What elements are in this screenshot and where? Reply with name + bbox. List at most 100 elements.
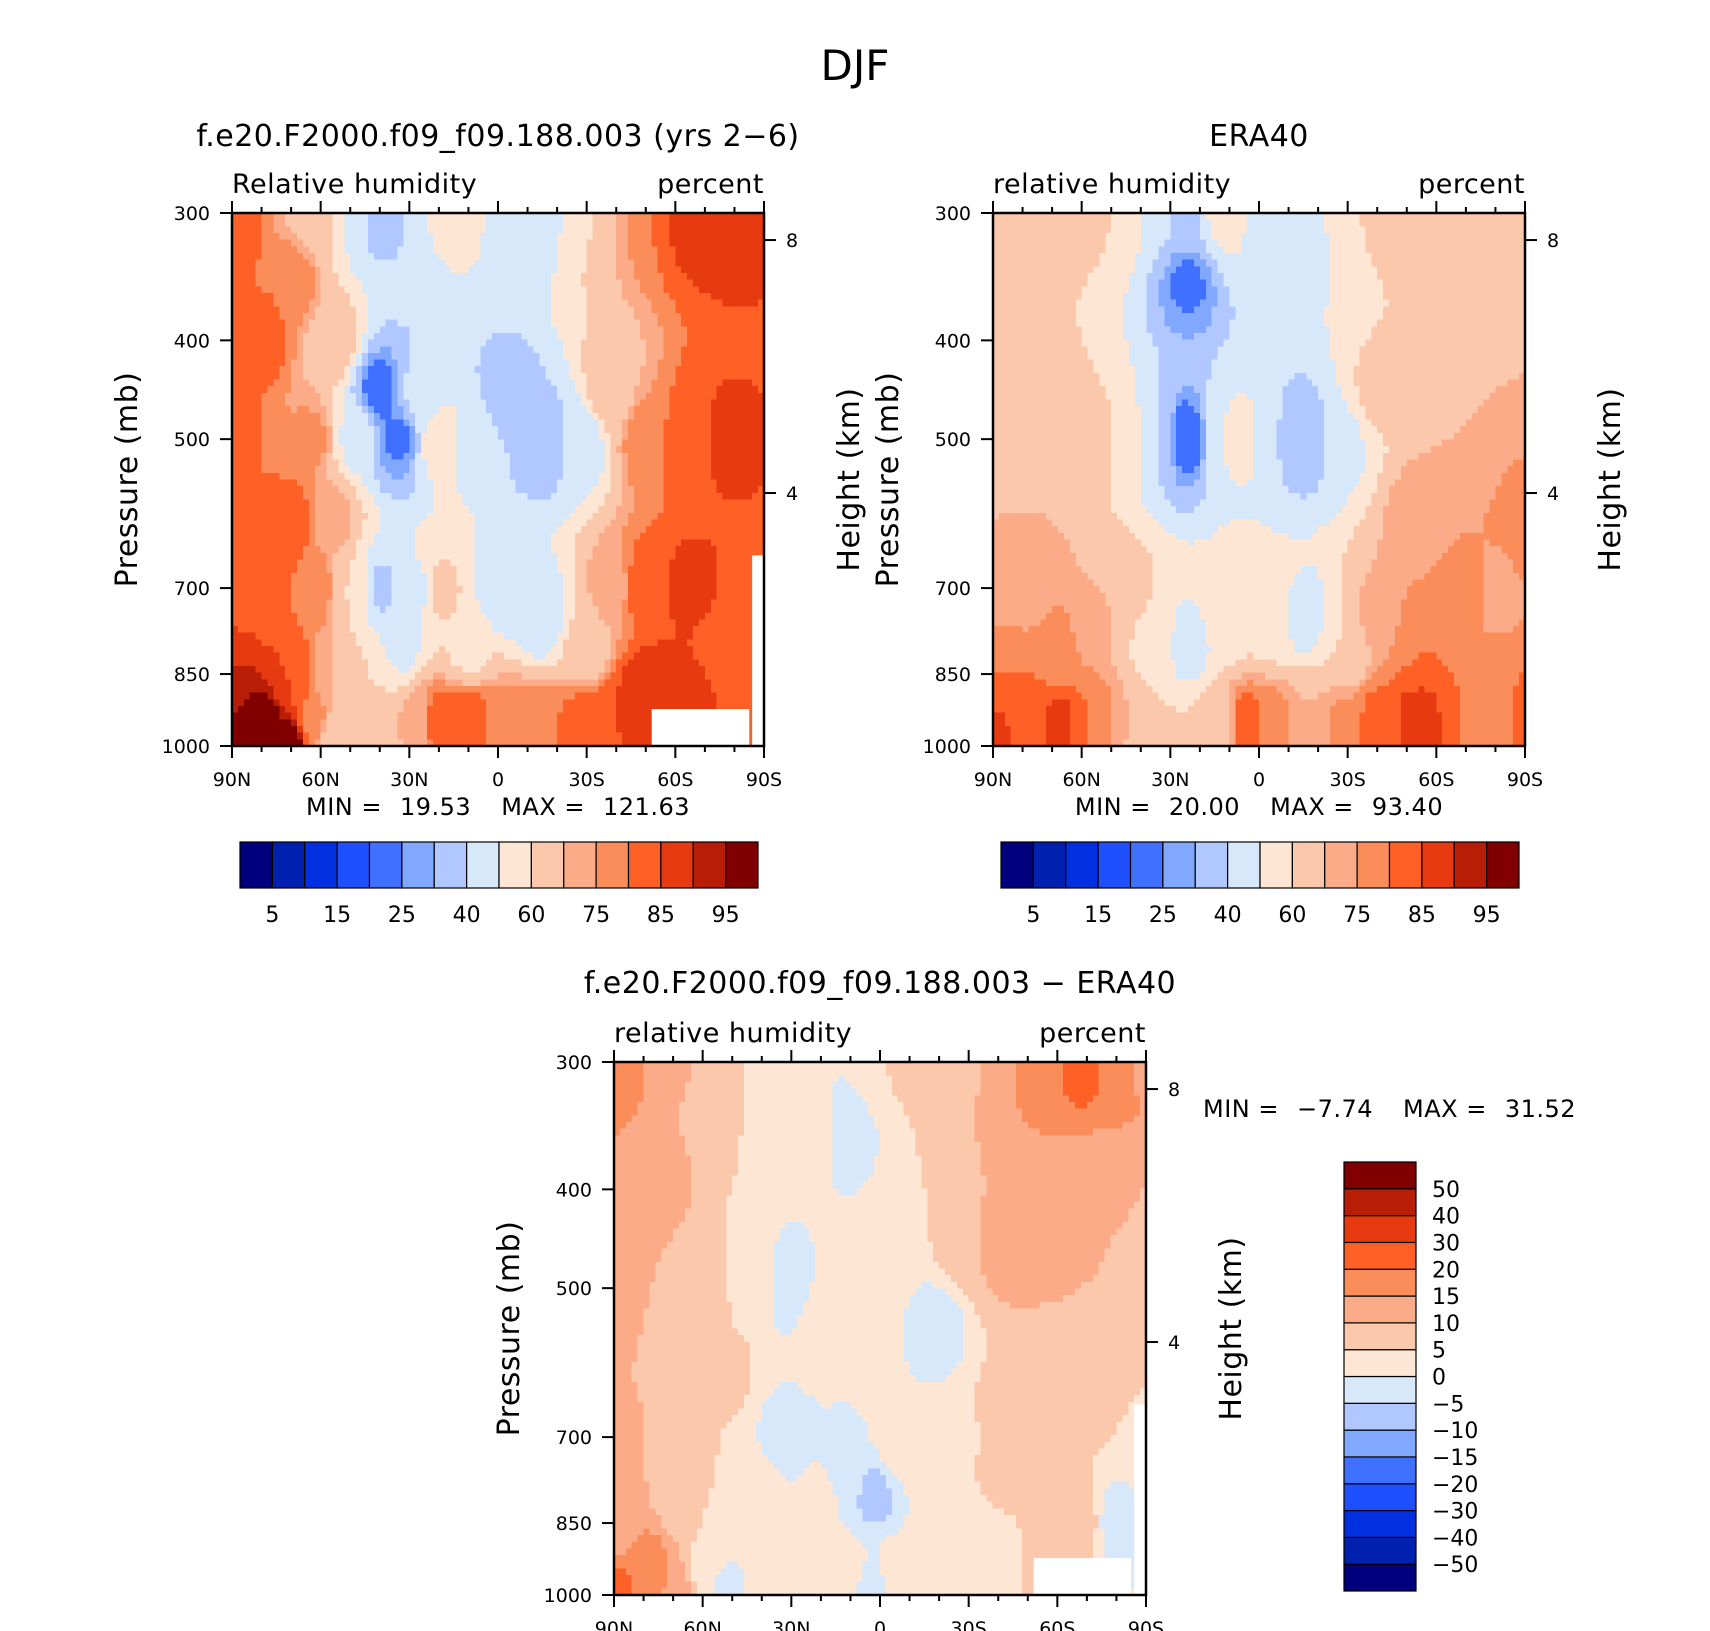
contour-cell (504, 353, 511, 360)
contour-cell (746, 346, 753, 353)
contour-cell (398, 413, 405, 420)
contour-cell (285, 413, 292, 420)
contour-cell (498, 480, 505, 487)
contour-cell (551, 366, 558, 373)
contour-cell (332, 526, 339, 533)
contour-cell (315, 360, 322, 367)
contour-cell (362, 573, 369, 580)
contour-cell (646, 266, 653, 273)
contour-cell (498, 333, 505, 340)
contour-cell (427, 260, 434, 267)
contour-cell (752, 280, 759, 287)
contour-cell (610, 280, 617, 287)
contour-cell (403, 480, 410, 487)
contour-cell (598, 460, 605, 467)
contour-cell (604, 513, 611, 520)
contour-cell (433, 313, 440, 320)
contour-cell (368, 313, 375, 320)
contour-cell (729, 293, 736, 300)
contour-cell (569, 293, 576, 300)
contour-cell (356, 360, 363, 367)
contour-cell (646, 253, 653, 260)
contour-cell (492, 539, 499, 546)
contour-cell (445, 306, 452, 313)
contour-cell (687, 413, 694, 420)
contour-cell (415, 326, 422, 333)
contour-cell (374, 260, 381, 267)
contour-cell (238, 326, 245, 333)
contour-cell (510, 566, 517, 573)
contour-cell (693, 406, 700, 413)
contour-cell (634, 386, 641, 393)
units-label: percent (657, 169, 764, 200)
contour-cell (327, 486, 334, 493)
contour-cell (291, 300, 298, 307)
contour-cell (439, 260, 446, 267)
contour-cell (533, 553, 540, 560)
contour-cell (338, 386, 345, 393)
contour-cell (356, 320, 363, 327)
contour-cell (575, 360, 582, 367)
contour-cell (285, 486, 292, 493)
contour-cell (604, 480, 611, 487)
contour-cell (746, 400, 753, 407)
contour-cell (474, 220, 481, 227)
contour-cell (267, 466, 274, 473)
contour-cell (344, 280, 351, 287)
contour-cell (587, 493, 594, 500)
contour-cell (510, 326, 517, 333)
contour-cell (238, 426, 245, 433)
contour-cell (646, 260, 653, 267)
contour-cell (675, 426, 682, 433)
contour-cell (474, 546, 481, 553)
contour-cell (533, 386, 540, 393)
contour-cell (652, 240, 659, 247)
contour-cell (267, 326, 274, 333)
contour-cell (705, 480, 712, 487)
contour-cell (545, 446, 552, 453)
contour-cell (250, 380, 257, 387)
contour-cell (250, 366, 257, 373)
contour-cell (723, 420, 730, 427)
contour-cell (740, 566, 747, 573)
contour-cell (516, 499, 523, 506)
contour-cell (681, 233, 688, 240)
contour-cell (362, 260, 369, 267)
contour-cell (256, 493, 263, 500)
contour-cell (504, 380, 511, 387)
contour-cell (587, 266, 594, 273)
contour-cell (267, 486, 274, 493)
contour-cell (634, 240, 641, 247)
contour-cell (451, 566, 458, 573)
contour-cell (256, 313, 263, 320)
contour-cell (344, 553, 351, 560)
contour-cell (427, 446, 434, 453)
contour-cell (338, 446, 345, 453)
contour-cell (403, 573, 410, 580)
contour-cell (380, 300, 387, 307)
contour-cell (533, 406, 540, 413)
contour-cell (675, 273, 682, 280)
contour-cell (646, 313, 653, 320)
contour-cell (297, 480, 304, 487)
contour-cell (463, 286, 470, 293)
contour-cell (734, 533, 741, 540)
contour-cell (734, 433, 741, 440)
contour-cell (433, 466, 440, 473)
contour-cell (604, 539, 611, 546)
contour-cell (374, 366, 381, 373)
contour-cell (675, 406, 682, 413)
contour-cell (463, 400, 470, 407)
contour-cell (291, 293, 298, 300)
contour-cell (587, 453, 594, 460)
contour-cell (593, 266, 600, 273)
contour-cell (604, 400, 611, 407)
contour-cell (551, 453, 558, 460)
contour-cell (610, 486, 617, 493)
contour-cell (468, 539, 475, 546)
contour-cell (445, 566, 452, 573)
contour-cell (321, 406, 328, 413)
contour-cell (439, 559, 446, 566)
contour-cell (279, 526, 286, 533)
contour-cell (374, 326, 381, 333)
